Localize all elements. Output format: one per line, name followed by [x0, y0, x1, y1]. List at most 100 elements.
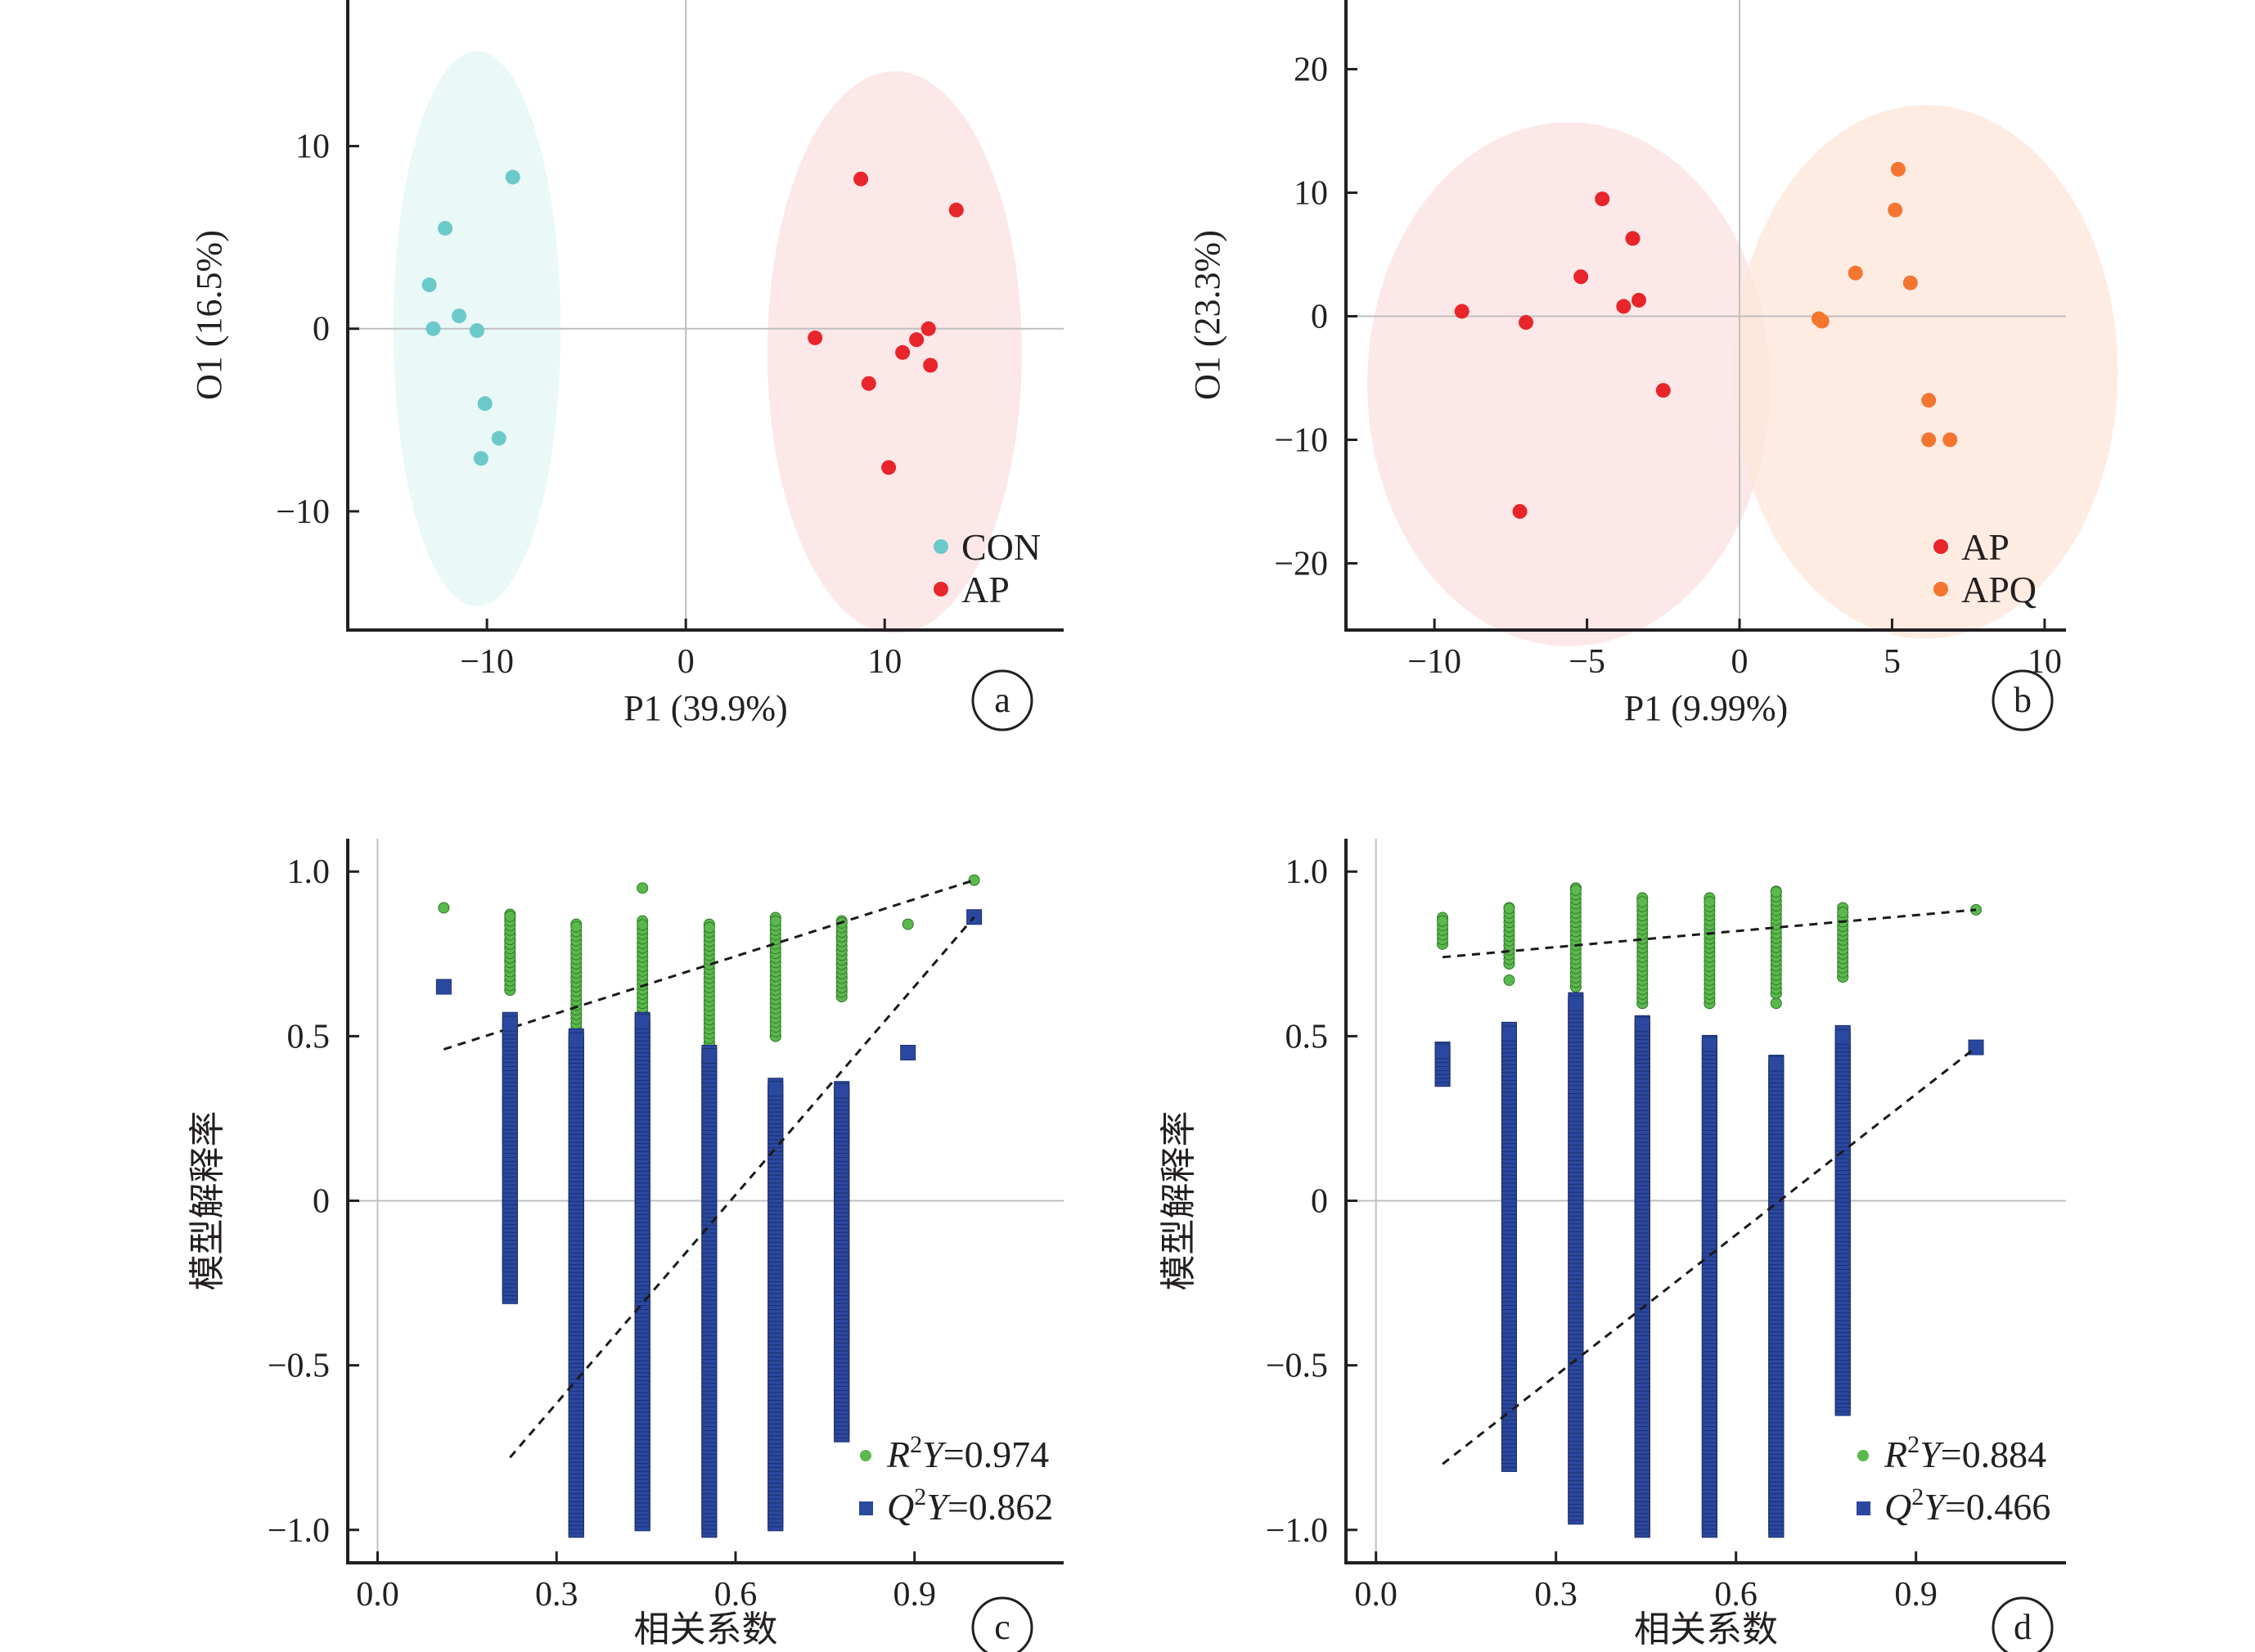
x-axis-title: 相关系数: [1634, 1609, 1778, 1650]
point-q2: [1434, 1043, 1451, 1060]
point-q2: [900, 1044, 916, 1060]
x-tick-label: 0.0: [1354, 1576, 1398, 1614]
point-r2: [1636, 896, 1649, 908]
panel-label: d: [2014, 1607, 2032, 1647]
point-ap: [853, 171, 869, 187]
x-tick-label: 10: [867, 643, 902, 681]
point-ap: [1655, 383, 1671, 398]
trendline-r2: [1442, 908, 1977, 959]
legend-marker-apq: [1933, 582, 1948, 596]
point-q2: [1834, 1029, 1851, 1045]
point-ap: [1519, 315, 1533, 331]
legend-label-q2: Q2Y=0.862: [887, 1483, 1053, 1528]
panel-badge: [971, 669, 1033, 731]
point-ap: [1573, 269, 1589, 285]
point-q2: [1701, 1036, 1717, 1052]
x-tick-label: 0.9: [893, 1576, 936, 1614]
point-apq: [1902, 275, 1918, 290]
y-tick-label: 10: [1294, 175, 1328, 213]
point-ap: [1616, 299, 1632, 314]
panel-label: b: [2014, 680, 2032, 720]
panel-badge: [1992, 1596, 2054, 1652]
trendline-q2: [509, 916, 975, 1459]
legend-label-con: CON: [961, 526, 1041, 568]
legend-marker-ap: [934, 582, 948, 596]
point-q2: [568, 1032, 584, 1048]
point-r2: [1770, 997, 1782, 1010]
y-axis-title: O1 (16.5%): [189, 230, 229, 400]
x-tick-label: 0.9: [1894, 1576, 1938, 1614]
x-tick-label: 0.6: [1714, 1576, 1758, 1614]
point-r2: [703, 921, 715, 934]
legend-marker-q2: [859, 1501, 873, 1515]
y-tick-label: −0.5: [268, 1348, 330, 1385]
point-q2: [435, 979, 452, 995]
panel-d: 0.0 0.3 0.6 0.9 −1.0 −0.5 0 0.5 1.0 相关系数 模型解释率 R2Y=…: [1159, 839, 2066, 1652]
x-tick-label: 0: [677, 643, 695, 681]
point-apq: [1848, 265, 1863, 281]
point-r2: [1437, 915, 1449, 927]
y-tick-label: −1.0: [1266, 1512, 1328, 1550]
confidence-ellipse-ap: [1367, 122, 1771, 646]
trendline-q2: [1442, 1046, 1977, 1465]
point-con: [473, 451, 488, 466]
x-tick-label: −10: [460, 643, 514, 681]
panel-label: a: [994, 680, 1010, 720]
x-tick-label: 0: [1731, 643, 1749, 681]
point-apq: [1888, 202, 1903, 218]
point-con: [469, 322, 484, 338]
confidence-ellipse-apq: [1733, 105, 2118, 639]
point-ap: [920, 321, 936, 336]
point-r2: [1503, 974, 1515, 986]
point-ap: [923, 358, 938, 373]
point-ap: [808, 330, 823, 345]
point-q2: [634, 1014, 650, 1030]
point-con: [421, 277, 437, 293]
point-q2: [1968, 1039, 1984, 1056]
point-r2: [1503, 903, 1515, 915]
point-ap: [1625, 231, 1641, 246]
legend-label-r2: R2Y=0.884: [1884, 1431, 2046, 1475]
legend-marker-ap: [1933, 539, 1948, 554]
y-tick-label: −0.5: [1266, 1348, 1328, 1385]
point-ap: [948, 202, 964, 218]
point-r2: [1837, 907, 1849, 919]
point-con: [425, 321, 441, 336]
panel-badge: [971, 1596, 1033, 1652]
point-r2: [637, 882, 649, 894]
point-r2: [570, 921, 583, 933]
legend-label-apq: APQ: [1961, 569, 2037, 610]
y-axis-title: 模型解释率: [187, 1111, 227, 1291]
panel-c: 0.0 0.3 0.6 0.9 −1.0 −0.5 0 0.5 1.0 相关系数 模型解释率 R2Y=…: [187, 839, 1064, 1652]
x-tick-label: 5: [1884, 643, 1901, 681]
legend-marker-con: [934, 539, 948, 554]
point-r2: [504, 910, 516, 922]
y-tick-label: −1.0: [268, 1512, 330, 1550]
point-q2: [701, 1048, 718, 1064]
point-apq: [1921, 393, 1937, 408]
legend-marker-r2: [1857, 1450, 1869, 1461]
y-tick-label: −10: [276, 493, 330, 531]
point-con: [452, 308, 467, 324]
y-tick-label: −10: [1274, 421, 1328, 459]
point-ap: [909, 332, 925, 348]
point-con: [505, 169, 520, 185]
x-tick-label: −10: [1407, 643, 1461, 681]
x-tick-label: 0.3: [1534, 1576, 1578, 1614]
point-r2: [1569, 884, 1582, 896]
panel-badge: [1992, 669, 2054, 731]
x-axis-title: P1 (39.9%): [623, 688, 787, 728]
point-apq: [1814, 313, 1830, 329]
point-ap: [1595, 191, 1610, 207]
legend-marker-r2: [860, 1450, 871, 1461]
panel-label: c: [994, 1607, 1010, 1647]
y-tick-label: 1.0: [287, 853, 331, 891]
point-q2: [502, 1015, 518, 1032]
y-axis-title: O1 (23.3%): [1187, 230, 1227, 400]
point-r2: [1770, 886, 1782, 898]
point-ap: [861, 376, 876, 391]
x-tick-label: −5: [1569, 643, 1605, 681]
point-r2: [902, 918, 914, 930]
